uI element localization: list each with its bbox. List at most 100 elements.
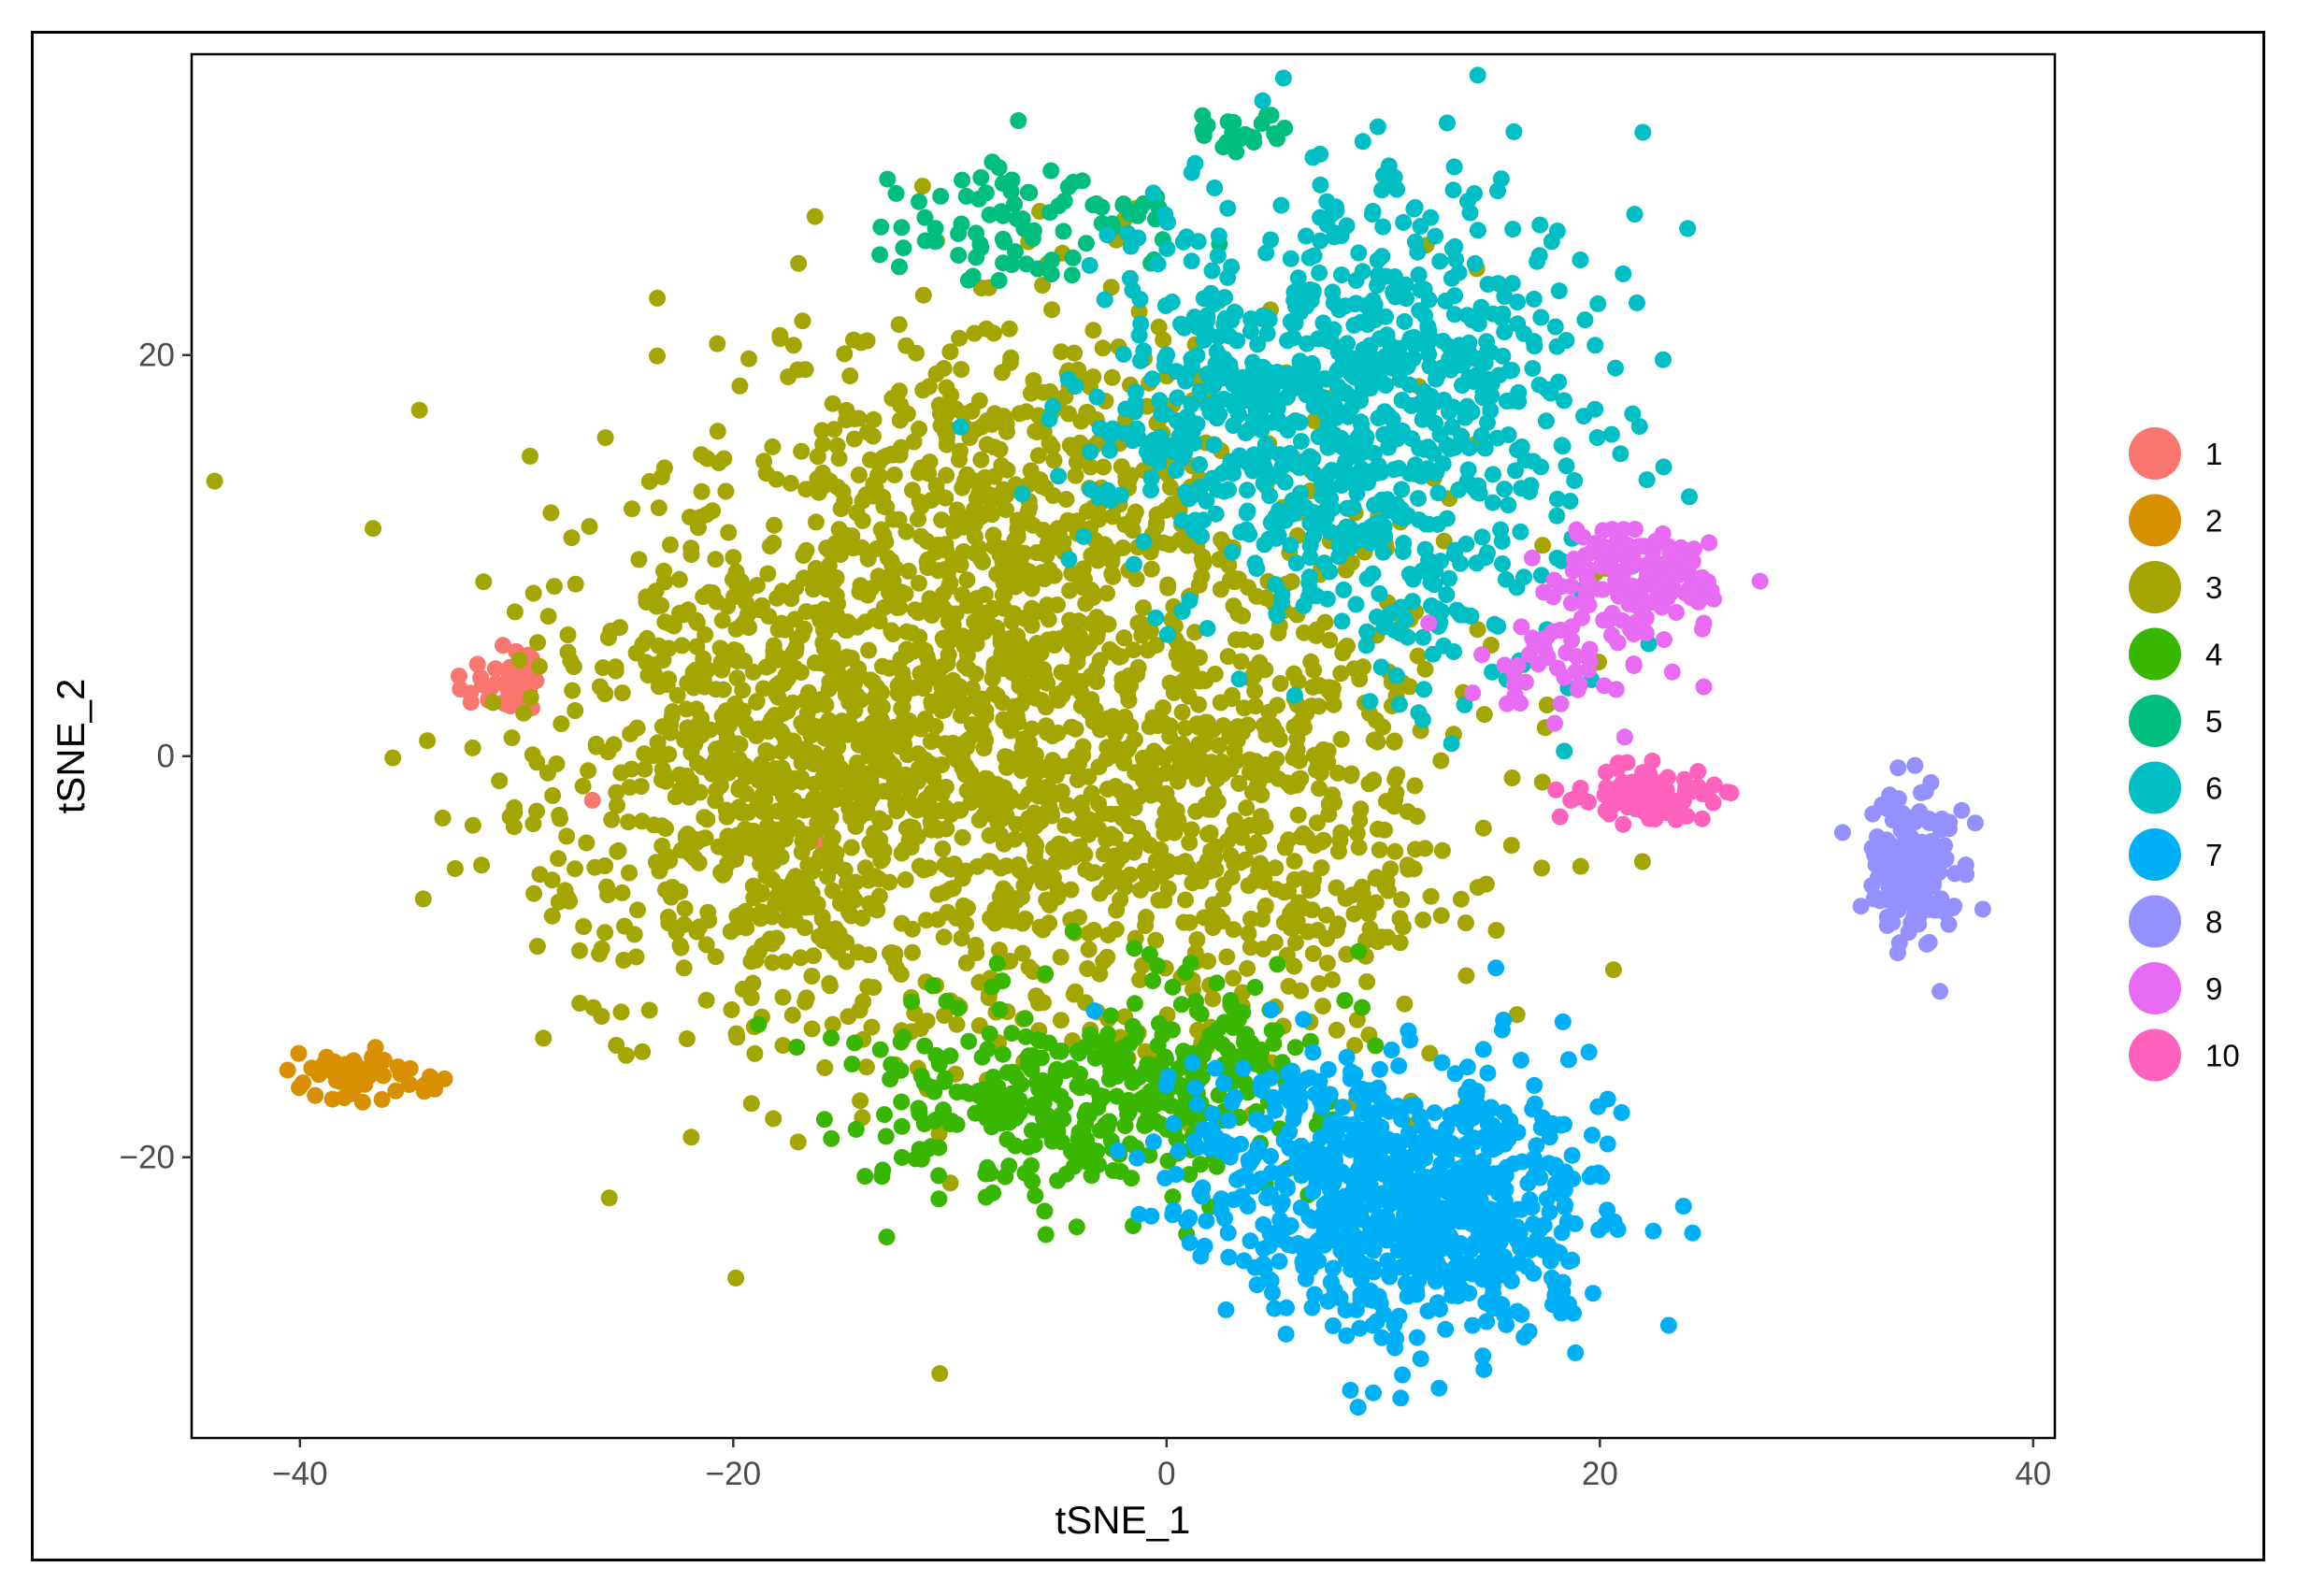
data-point [600, 1189, 618, 1207]
data-point [1208, 974, 1226, 992]
data-point [1282, 250, 1299, 267]
data-point [1604, 961, 1622, 979]
data-point [1456, 1213, 1473, 1230]
data-point [748, 577, 766, 595]
data-point [1438, 1120, 1456, 1138]
data-point [715, 654, 733, 672]
data-point [1169, 389, 1186, 407]
data-point [990, 159, 1008, 177]
data-point [1116, 709, 1134, 726]
data-point [1399, 1287, 1416, 1305]
data-point [1333, 612, 1351, 630]
data-point [707, 792, 725, 810]
data-point [1003, 1025, 1021, 1042]
data-point [1126, 731, 1143, 749]
data-point [1248, 1276, 1266, 1294]
data-point [1153, 405, 1170, 423]
data-point [1026, 1096, 1042, 1114]
data-point [1070, 838, 1088, 856]
data-point [1126, 995, 1143, 1013]
data-point [911, 493, 928, 510]
data-point [1143, 370, 1161, 388]
data-point [1508, 1006, 1526, 1024]
data-point [1237, 1045, 1255, 1063]
data-point [1430, 1379, 1448, 1397]
data-point [954, 171, 971, 189]
data-point [1199, 953, 1217, 970]
data-point [1098, 710, 1116, 727]
data-point [806, 654, 824, 671]
data-point [976, 585, 994, 603]
data-point [748, 693, 766, 711]
data-point [1370, 1079, 1387, 1097]
data-point [1367, 1037, 1385, 1055]
data-point [1332, 665, 1350, 683]
data-point [891, 382, 908, 400]
data-point [892, 1033, 910, 1051]
data-point [872, 218, 890, 236]
data-point [1414, 911, 1432, 928]
points-layer [206, 66, 1991, 1416]
data-point [1364, 203, 1382, 220]
data-point [727, 1025, 745, 1042]
data-point [1212, 694, 1229, 712]
data-point [863, 580, 881, 597]
data-point [877, 1128, 895, 1145]
data-point [365, 520, 381, 538]
data-point [1256, 661, 1274, 679]
data-point [473, 856, 491, 874]
data-point [1000, 1157, 1018, 1175]
data-point [551, 806, 568, 824]
data-point [825, 777, 842, 795]
data-point [815, 932, 832, 950]
data-point [893, 699, 911, 717]
data-point [1406, 233, 1424, 251]
data-point [1526, 1076, 1543, 1094]
data-point [1393, 392, 1411, 409]
data-point [813, 422, 831, 439]
data-point [1238, 799, 1256, 817]
data-point [1443, 239, 1461, 257]
data-point [1342, 1070, 1359, 1087]
data-point [1674, 1198, 1692, 1215]
data-point [1127, 503, 1144, 521]
data-point [1331, 1289, 1349, 1307]
data-point [1478, 1313, 1496, 1330]
data-point [1460, 1285, 1478, 1302]
data-point [1098, 226, 1116, 244]
data-point [1338, 1048, 1356, 1066]
data-point [1158, 625, 1176, 643]
data-point [977, 184, 995, 202]
data-point [1374, 543, 1392, 561]
data-point [991, 1000, 1009, 1018]
data-point [1566, 472, 1584, 489]
data-point [998, 573, 1015, 591]
data-point [1008, 751, 1025, 769]
data-point [1287, 290, 1305, 308]
data-point [1336, 383, 1354, 401]
data-point [985, 538, 1003, 555]
data-point [740, 350, 757, 367]
data-point [1338, 1251, 1355, 1269]
data-point [1376, 403, 1393, 421]
data-point [903, 993, 921, 1011]
data-point [983, 978, 1001, 996]
data-point [954, 870, 971, 887]
data-point [1373, 1329, 1391, 1346]
data-point [1176, 443, 1194, 461]
data-point [1362, 534, 1380, 552]
data-point [1457, 967, 1475, 985]
data-point [1833, 824, 1851, 841]
data-point [1220, 556, 1238, 574]
data-point [868, 539, 885, 557]
data-point [827, 751, 845, 769]
data-point [1340, 1216, 1357, 1233]
data-point [1335, 581, 1353, 598]
data-point [1012, 793, 1030, 811]
data-point [1348, 484, 1366, 502]
data-point [1352, 1125, 1370, 1143]
data-point [1406, 1097, 1424, 1114]
data-point [1150, 453, 1168, 471]
data-point [1155, 534, 1172, 552]
data-point [1224, 458, 1242, 476]
